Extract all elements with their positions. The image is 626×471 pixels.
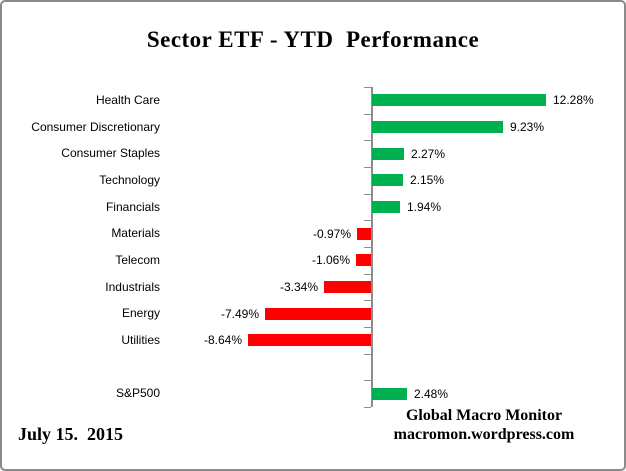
axis-tick [364,140,371,141]
category-label: Energy [121,306,160,320]
axis-tick [364,354,371,355]
axis-tick [364,220,371,221]
category-label: Utilities [121,333,160,347]
category-label: Technology [99,173,160,187]
value-label: 2.15% [410,173,445,187]
bar [372,201,400,213]
category-label: S&P500 [115,386,160,400]
category-label: Telecom [115,253,160,267]
value-label: 1.94% [407,200,442,214]
value-label: -8.64% [203,333,242,347]
value-label: -0.97% [312,227,351,241]
category-label: Materials [111,226,160,240]
value-label: 2.48% [414,387,449,401]
axis-tick [364,300,371,301]
date-annotation: July 15. 2015 [18,424,124,444]
value-axis-line [371,87,373,407]
chart-title: Sector ETF - YTD Performance [146,27,480,52]
category-label: Industrials [105,280,160,294]
bar [372,148,404,160]
bar [357,228,371,240]
category-label: Consumer Staples [61,146,160,160]
category-label: Health Care [95,93,160,107]
bar [356,254,371,266]
axis-tick [364,407,371,408]
source-url: macromon.wordpress.com [393,426,575,443]
axis-tick [364,194,371,195]
axis-tick [364,114,371,115]
axis-tick [364,87,371,88]
bar [372,121,503,133]
bar [372,388,407,400]
axis-tick [364,274,371,275]
bar [248,334,371,346]
value-label: -1.06% [311,253,350,267]
source-annotation: Global Macro Monitor macromon.wordpress.… [374,406,594,444]
axis-tick [364,380,371,381]
category-label: Consumer Discretionary [31,120,160,134]
bar [324,281,371,293]
value-label: 12.28% [553,93,594,107]
value-label: 2.27% [411,147,446,161]
value-label: -7.49% [220,307,259,321]
bar [372,94,546,106]
axis-tick [364,247,371,248]
axis-tick [364,327,371,328]
source-name: Global Macro Monitor [405,407,563,424]
category-label: Financials [105,200,160,214]
value-label: 9.23% [510,120,545,134]
value-label: -3.34% [279,280,318,294]
bar [372,174,403,186]
axis-tick [364,167,371,168]
bar [265,308,371,320]
